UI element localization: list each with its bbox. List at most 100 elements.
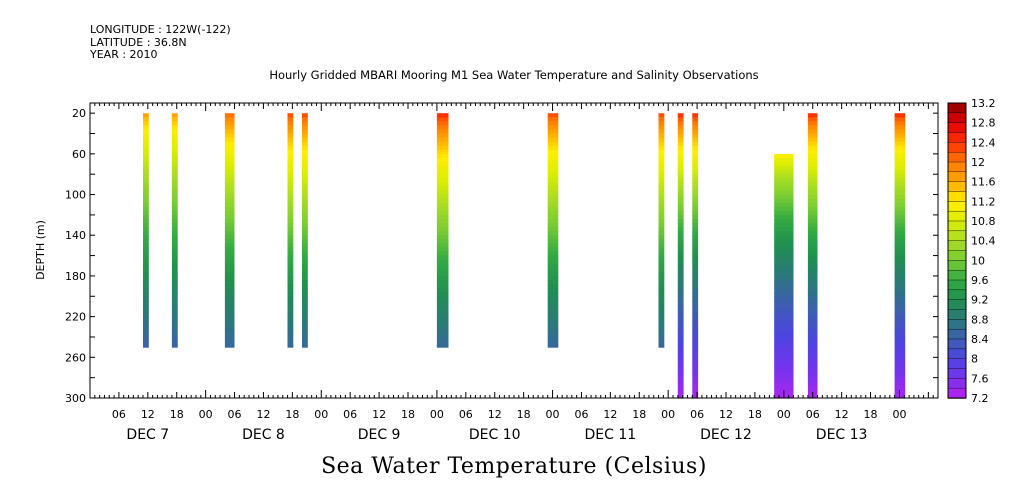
profile-cell	[143, 324, 149, 330]
profile-cell	[302, 137, 308, 143]
profile-cell	[436, 186, 449, 192]
profile-cell	[436, 243, 449, 249]
profile-cell	[894, 349, 906, 354]
profile-cell	[774, 357, 794, 362]
profile-bar	[436, 113, 449, 348]
colorbar-cell	[947, 161, 967, 173]
colorbar-cell	[947, 289, 967, 301]
profile-cell	[436, 267, 449, 273]
profile-cell	[774, 206, 794, 212]
profile-cell	[692, 341, 699, 346]
profile-cell	[436, 149, 449, 155]
profile-cell	[894, 357, 906, 362]
profile-cell	[224, 227, 235, 232]
profile-cell	[302, 117, 308, 122]
profile-cell	[224, 157, 235, 163]
profile-cell	[677, 337, 684, 342]
profile-cell	[658, 320, 665, 326]
profile-cell	[171, 113, 178, 118]
profile-cell	[143, 235, 149, 240]
profile-cell	[287, 186, 294, 192]
profile-cell	[774, 259, 794, 265]
profile-cell	[677, 170, 684, 175]
profile-cell	[807, 125, 818, 131]
colorbar-cell	[947, 112, 967, 124]
profile-cell	[287, 190, 294, 196]
colorbar-frame	[947, 102, 967, 399]
profile-cell	[774, 178, 794, 183]
profile-cell	[894, 133, 906, 139]
profile-cell	[547, 145, 559, 151]
profile-cell	[692, 308, 699, 314]
profile-cell	[894, 292, 906, 297]
profile-cell	[224, 182, 235, 187]
profile-cell	[807, 178, 818, 183]
profile-cell	[807, 377, 818, 383]
profile-cell	[894, 300, 906, 305]
profile-cell	[677, 251, 684, 257]
profile-cell	[677, 206, 684, 212]
y-tick-label: 140	[65, 229, 86, 242]
profile-cell	[774, 324, 794, 330]
profile-cell	[774, 263, 794, 269]
profile-cell	[302, 182, 308, 187]
profile-cell	[894, 345, 906, 350]
profile-cell	[547, 214, 559, 220]
profile-cell	[677, 357, 684, 362]
profile-cell	[774, 373, 794, 379]
colorbar-label: 10.8	[971, 215, 996, 228]
profile-cell	[287, 316, 294, 322]
profile-cell	[171, 296, 178, 301]
profile-cell	[692, 166, 699, 171]
profile-cell	[774, 365, 794, 371]
profile-cell	[287, 263, 294, 269]
profile-cell	[774, 202, 794, 208]
profile-cell	[894, 385, 906, 391]
profile-cell	[807, 259, 818, 265]
profile-cell	[547, 137, 559, 143]
profile-cell	[677, 178, 684, 183]
profile-cell	[224, 328, 235, 334]
x-tick-label: 12	[372, 408, 386, 421]
profile-cell	[677, 182, 684, 187]
colorbar-cell	[947, 250, 967, 262]
profile-cell	[692, 353, 699, 358]
x-tick-label: 12	[719, 408, 733, 421]
profile-cell	[143, 320, 149, 326]
x-day-label: DEC 13	[816, 427, 868, 443]
profile-cell	[547, 259, 559, 265]
x-tick-label: 00	[892, 408, 906, 421]
profile-cell	[143, 194, 149, 200]
y-tick-label: 60	[72, 148, 86, 161]
profile-cell	[287, 162, 294, 167]
profile-cell	[143, 182, 149, 187]
colorbar-cell	[947, 220, 967, 232]
profile-cell	[224, 341, 235, 346]
profile-cell	[692, 304, 699, 310]
profile-cell	[658, 157, 665, 163]
y-tick-label: 20	[72, 107, 86, 120]
profile-cell	[692, 328, 699, 334]
profile-cell	[894, 373, 906, 379]
profile-cell	[287, 324, 294, 330]
profile-cell	[677, 162, 684, 167]
profile-cell	[894, 219, 906, 224]
profile-cell	[302, 206, 308, 212]
profile-cell	[171, 316, 178, 322]
profile-cell	[807, 381, 818, 387]
profile-cell	[894, 117, 906, 122]
profile-cell	[677, 194, 684, 200]
profile-cell	[894, 198, 906, 204]
profile-cell	[807, 157, 818, 163]
colorbar-cell	[947, 122, 967, 134]
profile-cell	[692, 316, 699, 322]
profile-cell	[436, 247, 449, 253]
profile-cell	[436, 145, 449, 151]
x-tick-label: 00	[199, 408, 213, 421]
profile-cell	[143, 275, 149, 281]
profile-cell	[143, 202, 149, 208]
profile-cell	[807, 121, 818, 126]
profile-cell	[692, 117, 699, 122]
profile-cell	[143, 312, 149, 318]
profile-cell	[894, 162, 906, 167]
